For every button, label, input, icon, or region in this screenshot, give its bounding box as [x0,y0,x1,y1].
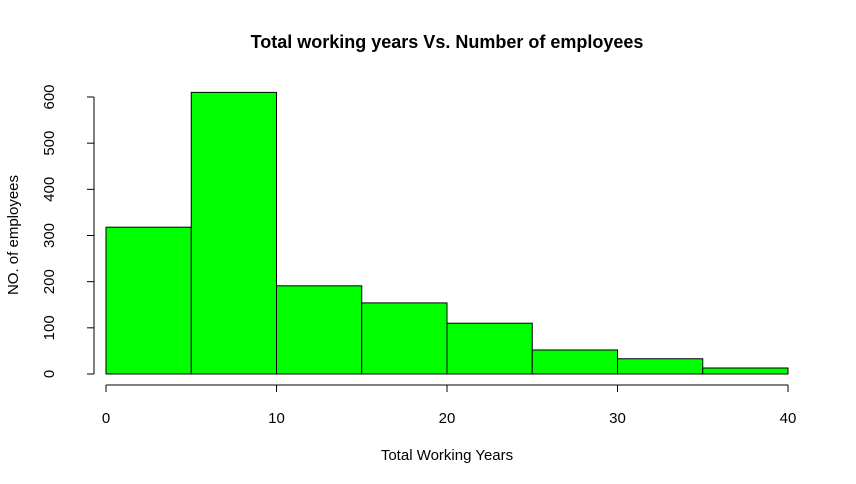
y-tick-label: 0 [41,370,58,378]
histogram-bar-8 [702,367,789,375]
histogram-bar-3 [276,285,363,375]
histogram-bar-4 [361,302,448,375]
y-axis: 0 100 200 300 400 500 600 [41,84,95,378]
x-tick-label: 20 [439,410,456,427]
histogram-bar-5 [446,322,533,375]
x-tick-label: 10 [268,410,285,427]
x-tick-label: 0 [102,410,110,427]
y-tick-label: 100 [41,315,58,340]
histogram-bar-6 [531,349,618,375]
bars-group [105,91,789,375]
histogram-bar-1 [105,226,192,375]
x-axis-label: Total Working Years [381,447,513,464]
y-axis-label: NO. of employees [5,175,22,295]
y-tick-label: 400 [41,177,58,202]
y-tick-label: 500 [41,131,58,156]
y-tick-label: 300 [41,223,58,248]
chart-title: Total working years Vs. Number of employ… [251,32,644,52]
y-tick-label: 200 [41,269,58,294]
x-tick-label: 40 [780,410,797,427]
histogram-bar-2 [190,91,277,375]
y-tick-label: 600 [41,84,58,109]
x-axis: 0 10 20 30 40 [102,384,797,427]
x-tick-label: 30 [609,410,626,427]
histogram-bar-7 [617,358,704,375]
